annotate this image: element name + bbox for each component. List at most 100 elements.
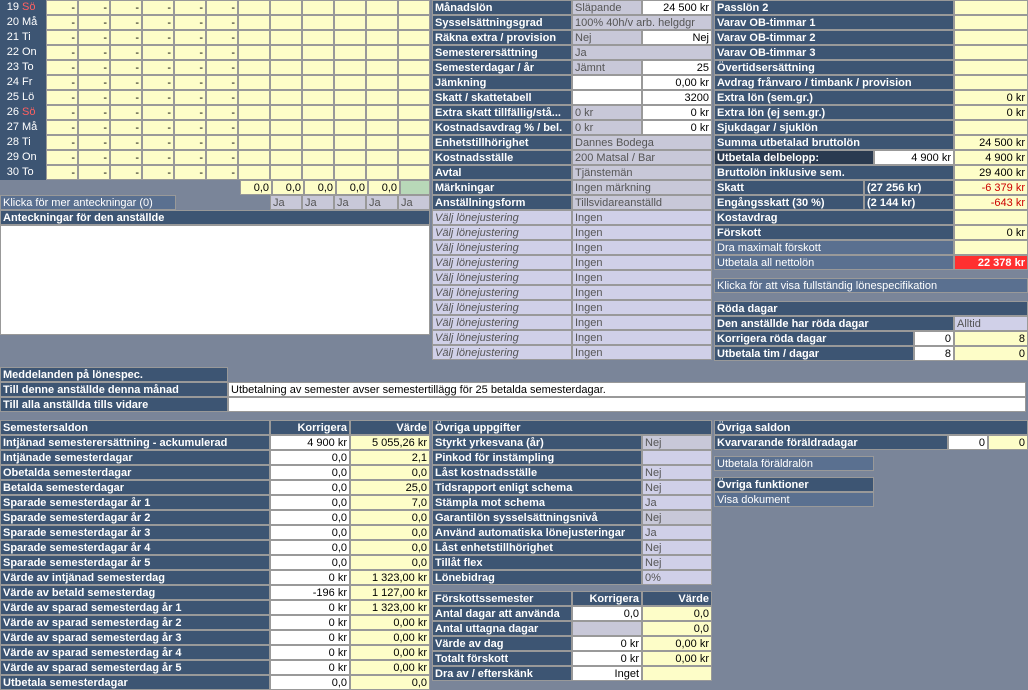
- day-cell[interactable]: [334, 75, 366, 90]
- mid-v1[interactable]: Ingen märkning: [572, 180, 712, 195]
- day-cell[interactable]: [366, 90, 398, 105]
- day-cell[interactable]: [270, 105, 302, 120]
- day-cell[interactable]: -: [174, 30, 206, 45]
- day-cell[interactable]: [366, 15, 398, 30]
- ljust-val[interactable]: Ingen: [572, 300, 712, 315]
- day-cell[interactable]: [270, 165, 302, 180]
- roda-r1v[interactable]: Alltid: [954, 316, 1028, 331]
- mid-v1[interactable]: Jämnt: [572, 60, 642, 75]
- day-cell[interactable]: -: [110, 135, 142, 150]
- fsk-k[interactable]: [572, 621, 642, 636]
- ovr-val[interactable]: Nej: [642, 435, 712, 450]
- mid-v1[interactable]: Tjänstemän: [572, 165, 712, 180]
- dramax-l[interactable]: Dra maximalt förskott: [714, 240, 954, 255]
- fullspec-btn[interactable]: Klicka för att visa fullständig lönespec…: [714, 278, 1028, 293]
- day-cell[interactable]: [302, 150, 334, 165]
- mid-v2[interactable]: 25: [642, 60, 712, 75]
- roda-r2a[interactable]: 0: [914, 331, 954, 346]
- day-cell[interactable]: [270, 150, 302, 165]
- mid-v2[interactable]: 3200: [642, 90, 712, 105]
- day-cell[interactable]: -: [110, 60, 142, 75]
- day-cell[interactable]: -: [142, 75, 174, 90]
- sem-k[interactable]: -196 kr: [270, 585, 350, 600]
- day-cell[interactable]: [334, 90, 366, 105]
- day-cell[interactable]: -: [78, 15, 110, 30]
- day-cell[interactable]: -: [206, 75, 238, 90]
- day-cell[interactable]: -: [206, 45, 238, 60]
- day-cell[interactable]: -: [206, 90, 238, 105]
- day-cell[interactable]: -: [46, 15, 78, 30]
- day-cell[interactable]: [398, 120, 430, 135]
- day-cell[interactable]: [398, 75, 430, 90]
- day-cell[interactable]: -: [46, 90, 78, 105]
- mid-v2[interactable]: 0,00 kr: [642, 75, 712, 90]
- day-cell[interactable]: [302, 105, 334, 120]
- ljust-val[interactable]: Ingen: [572, 345, 712, 360]
- day-cell[interactable]: -: [78, 135, 110, 150]
- ljust-label[interactable]: Välj lönejustering: [432, 270, 572, 285]
- day-cell[interactable]: [366, 75, 398, 90]
- os-r1a[interactable]: 0: [948, 435, 988, 450]
- fsk-k[interactable]: 0 kr: [572, 636, 642, 651]
- day-cell[interactable]: -: [142, 30, 174, 45]
- day-cell[interactable]: [238, 120, 270, 135]
- ovr-val[interactable]: Nej: [642, 540, 712, 555]
- day-cell[interactable]: [398, 90, 430, 105]
- sem-k[interactable]: 0,0: [270, 480, 350, 495]
- day-cell[interactable]: [366, 30, 398, 45]
- day-cell[interactable]: -: [142, 45, 174, 60]
- day-cell[interactable]: -: [46, 30, 78, 45]
- day-cell[interactable]: [334, 105, 366, 120]
- day-cell[interactable]: -: [46, 0, 78, 15]
- day-cell[interactable]: [302, 0, 334, 15]
- day-cell[interactable]: [238, 45, 270, 60]
- day-cell[interactable]: [366, 135, 398, 150]
- day-cell[interactable]: -: [142, 60, 174, 75]
- day-cell[interactable]: [302, 60, 334, 75]
- day-cell[interactable]: [302, 165, 334, 180]
- day-cell[interactable]: [398, 165, 430, 180]
- day-cell[interactable]: -: [142, 150, 174, 165]
- day-cell[interactable]: -: [78, 0, 110, 15]
- day-cell[interactable]: [398, 30, 430, 45]
- day-cell[interactable]: [238, 135, 270, 150]
- day-cell[interactable]: -: [110, 105, 142, 120]
- day-cell[interactable]: -: [174, 60, 206, 75]
- day-cell[interactable]: [334, 135, 366, 150]
- day-cell[interactable]: [398, 150, 430, 165]
- day-cell[interactable]: -: [78, 105, 110, 120]
- ljust-val[interactable]: Ingen: [572, 255, 712, 270]
- mid-v2[interactable]: 24 500 kr: [642, 0, 712, 15]
- fsk-k[interactable]: 0,0: [572, 606, 642, 621]
- day-cell[interactable]: [270, 15, 302, 30]
- day-cell[interactable]: -: [110, 120, 142, 135]
- day-cell[interactable]: -: [142, 15, 174, 30]
- day-cell[interactable]: [238, 75, 270, 90]
- day-cell[interactable]: -: [78, 30, 110, 45]
- mid-v1[interactable]: 0 kr: [572, 105, 642, 120]
- ljust-label[interactable]: Välj lönejustering: [432, 285, 572, 300]
- day-cell[interactable]: [366, 0, 398, 15]
- day-cell[interactable]: -: [110, 150, 142, 165]
- day-cell[interactable]: [302, 45, 334, 60]
- ja-cell[interactable]: Ja: [398, 195, 430, 210]
- sem-k[interactable]: 0,0: [270, 510, 350, 525]
- mid-v2[interactable]: Nej: [642, 30, 712, 45]
- day-cell[interactable]: [366, 105, 398, 120]
- day-cell[interactable]: [270, 75, 302, 90]
- day-cell[interactable]: -: [206, 15, 238, 30]
- day-cell[interactable]: -: [206, 165, 238, 180]
- day-cell[interactable]: [270, 135, 302, 150]
- day-cell[interactable]: [366, 60, 398, 75]
- day-cell[interactable]: -: [78, 45, 110, 60]
- mid-v2[interactable]: 0 kr: [642, 105, 712, 120]
- ovr-val[interactable]: Ja: [642, 525, 712, 540]
- day-cell[interactable]: -: [110, 0, 142, 15]
- day-cell[interactable]: -: [142, 165, 174, 180]
- day-cell[interactable]: -: [206, 120, 238, 135]
- day-cell[interactable]: [334, 60, 366, 75]
- ovr-val[interactable]: Nej: [642, 510, 712, 525]
- day-cell[interactable]: [366, 45, 398, 60]
- day-cell[interactable]: [238, 105, 270, 120]
- ljust-val[interactable]: Ingen: [572, 285, 712, 300]
